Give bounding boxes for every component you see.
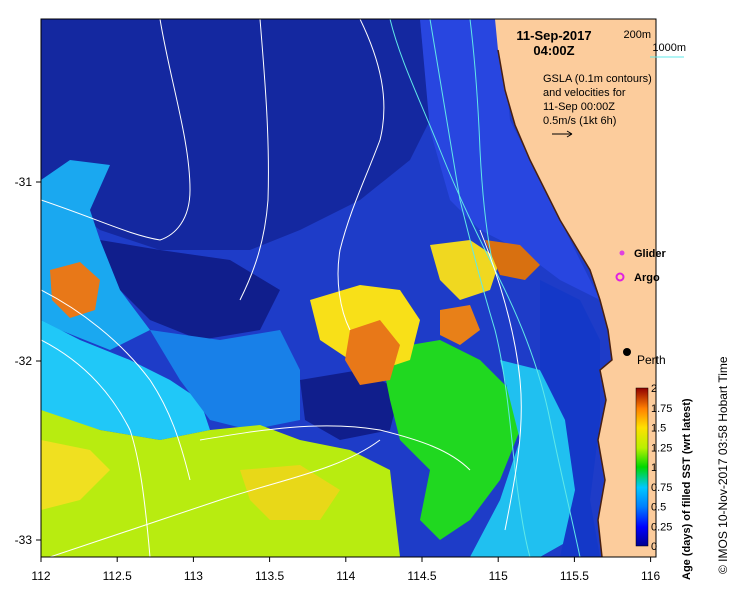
gsla-contour (479, 229, 522, 531)
colorbar-tick-label: 1 (651, 462, 657, 474)
sst-region-yellow (240, 465, 340, 520)
colorbar-label: Age (days) of filled SST (wrt latest) (681, 398, 693, 580)
gsla-contour (41, 289, 191, 481)
x-tick-label: 112 (31, 569, 50, 583)
legend-line-4: 0.5m/s (1kt 6h) (543, 115, 616, 127)
legend-line-2: and velocities for (543, 87, 626, 99)
sst-region-darkblue (41, 19, 430, 250)
argo-label: Argo (634, 272, 660, 284)
sst-region-green (380, 340, 520, 540)
depth-legend-200: 200m (623, 29, 651, 41)
perth-marker-icon (623, 348, 631, 356)
glider-marker-icon (619, 250, 625, 256)
map-area (41, 19, 656, 557)
colorbar-tick-label: 1.75 (651, 403, 672, 415)
map-time: 04:00Z (533, 43, 574, 58)
gsla-contour (41, 19, 191, 241)
y-axis: -31 -32 -33 (15, 175, 41, 547)
x-tick-label: 114.5 (407, 569, 436, 583)
x-tick-label: 115.5 (560, 569, 589, 583)
y-tick-label: -33 (15, 533, 33, 547)
sst-region-cyan (41, 320, 210, 440)
perth-label: Perth (637, 353, 666, 367)
sst-region-coastal-cyan (470, 360, 580, 557)
gsla-contour (199, 425, 471, 471)
coastline (497, 49, 613, 557)
x-tick-label: 112.5 (103, 569, 132, 583)
legend-line-1: GSLA (0.1m contours) (543, 73, 652, 85)
sst-region-orange (440, 305, 480, 345)
sst-region-orange (485, 240, 540, 280)
glider-label: Glider (634, 248, 667, 260)
imos-credit: © IMOS 10-Nov-2017 03:58 Hobart Time (716, 356, 730, 574)
colorbar-tick-label: 0.25 (651, 521, 672, 533)
gsla-contour (48, 439, 381, 557)
colorbar-tick-label: 0.75 (651, 482, 672, 494)
sst-region-yellowgreen (41, 410, 400, 557)
sst-region-orange (50, 262, 100, 318)
y-tick-label: -31 (15, 175, 33, 189)
gsla-contour (41, 339, 151, 557)
legend-line-3: 11-Sep 00:00Z (543, 101, 615, 113)
colorbar-tick-label: 2 (651, 383, 657, 395)
colorbar-tick-label: 1.5 (651, 423, 666, 435)
land-western-australia (495, 19, 656, 557)
sst-region-blue (420, 19, 600, 300)
colorbar-tick-label: 0 (651, 541, 657, 553)
isobath-1000m (469, 19, 493, 261)
x-tick-label: 114 (336, 569, 355, 583)
x-tick-label: 116 (641, 569, 660, 583)
x-tick-label: 113.5 (255, 569, 284, 583)
sst-region-darkblue (300, 370, 400, 440)
isobath-1000m (429, 19, 531, 557)
argo-marker-icon (615, 272, 625, 282)
velocity-scale-arrowhead (566, 130, 573, 138)
depth-legend-1000: 1000m (652, 42, 686, 54)
sst-region-shore-blue (540, 280, 600, 557)
y-tick-label: -32 (15, 354, 33, 368)
map-date: 11-Sep-2017 (516, 28, 591, 43)
x-tick-label: 115 (489, 569, 508, 583)
colorbar-tick-label: 1.25 (651, 442, 672, 454)
x-tick-label: 113 (184, 569, 203, 583)
gsla-contour (239, 19, 269, 301)
colorbar (635, 387, 649, 547)
colorbar-tick-label: 0.5 (651, 502, 666, 514)
gsla-contour (337, 19, 385, 331)
sst-region-mediumblue (150, 330, 300, 430)
colorbar-ticks: 0 0.25 0.5 0.75 1 1.25 1.5 1.75 2 (651, 383, 672, 553)
map-frame (40, 18, 657, 558)
sst-region-orange (345, 320, 400, 385)
isobath-200m (389, 19, 581, 557)
x-axis: 112 112.5 113 113.5 114 114.5 115 115.5 116 (31, 557, 660, 583)
sst-region-darkblue (100, 240, 280, 340)
sst-region-yellow (41, 440, 110, 510)
